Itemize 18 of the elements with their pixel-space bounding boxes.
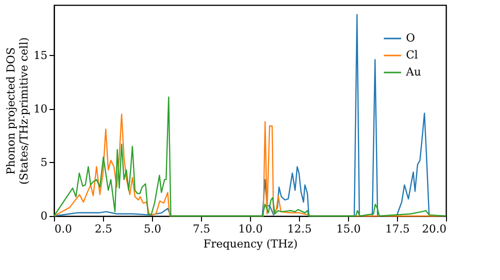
x-tick-label: 7.5 [192,222,210,236]
y-tick-label: 0 [40,210,48,222]
legend-label: Cl [406,48,418,62]
x-tick-label: 17.5 [385,222,410,236]
x-tick-label: 0.0 [54,222,72,236]
x-tick-label: 20.0 [422,222,446,236]
legend-label: Au [405,66,422,78]
x-tick-label: 2.5 [94,222,112,236]
y-tick-label: 10 [34,102,48,116]
x-tick-label: 12.5 [287,222,312,236]
x-tick-label: 5.0 [144,222,162,236]
x-tick-label: 15.0 [336,222,361,236]
y-axis-title: Phonon projected DOS (States/THz·primitive cell) [4,37,31,185]
x-tick-label: 10.0 [238,222,263,236]
x-axis-title: Frequency (THz) [203,238,298,250]
legend-label: O [406,32,416,44]
y-tick-label: 15 [34,48,48,62]
y-tick-label: 5 [40,156,48,169]
